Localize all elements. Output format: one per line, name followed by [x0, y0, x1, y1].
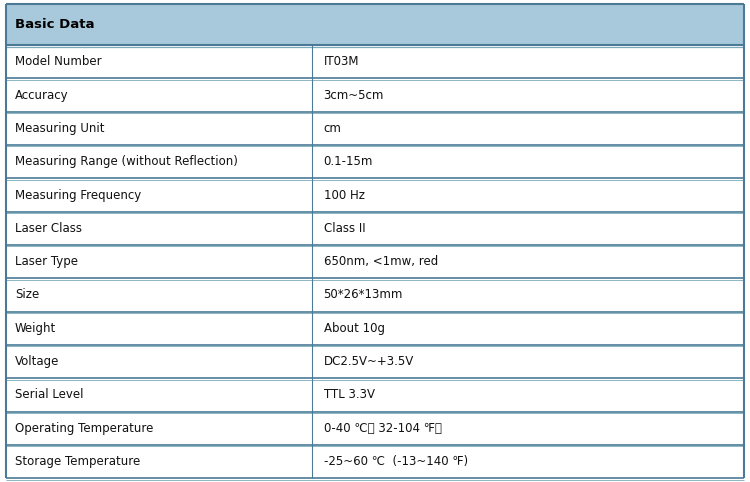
Bar [6, 4, 744, 45]
Bar [6, 145, 744, 178]
Text: cm: cm [323, 122, 341, 135]
Text: Model Number: Model Number [15, 55, 102, 68]
Bar [6, 378, 744, 412]
Text: 3cm~5cm: 3cm~5cm [323, 89, 384, 102]
Text: 50*26*13mm: 50*26*13mm [323, 288, 403, 301]
Text: 100 Hz: 100 Hz [323, 188, 364, 201]
Text: Voltage: Voltage [15, 355, 59, 368]
Bar [6, 112, 744, 145]
Bar [6, 245, 744, 278]
Bar [6, 79, 744, 112]
Text: Size: Size [15, 288, 39, 301]
Text: Measuring Range (without Reflection): Measuring Range (without Reflection) [15, 155, 238, 168]
Text: -25~60 ℃  (-13~140 ℉): -25~60 ℃ (-13~140 ℉) [323, 455, 468, 468]
Text: Laser Type: Laser Type [15, 255, 78, 268]
Text: 0-40 ℃（ 32-104 ℉）: 0-40 ℃（ 32-104 ℉） [323, 422, 442, 435]
Text: Measuring Frequency: Measuring Frequency [15, 188, 141, 201]
Text: Class II: Class II [323, 222, 365, 235]
Bar [6, 412, 744, 445]
Text: DC2.5V~+3.5V: DC2.5V~+3.5V [323, 355, 414, 368]
Text: Storage Temperature: Storage Temperature [15, 455, 140, 468]
Text: Serial Level: Serial Level [15, 388, 83, 402]
Bar [6, 311, 744, 345]
Bar [6, 45, 744, 79]
Bar [6, 278, 744, 311]
Text: Operating Temperature: Operating Temperature [15, 422, 153, 435]
Bar [6, 445, 744, 478]
Bar [6, 212, 744, 245]
Text: About 10g: About 10g [323, 322, 385, 335]
Text: 650nm, <1mw, red: 650nm, <1mw, red [323, 255, 438, 268]
Text: IT03M: IT03M [323, 55, 359, 68]
Text: Accuracy: Accuracy [15, 89, 69, 102]
Text: TTL 3.3V: TTL 3.3V [323, 388, 374, 402]
Text: Weight: Weight [15, 322, 56, 335]
Text: Measuring Unit: Measuring Unit [15, 122, 104, 135]
Bar [6, 345, 744, 378]
Text: 0.1-15m: 0.1-15m [323, 155, 373, 168]
Text: Laser Class: Laser Class [15, 222, 82, 235]
Bar [6, 178, 744, 212]
Text: Basic Data: Basic Data [15, 18, 94, 31]
